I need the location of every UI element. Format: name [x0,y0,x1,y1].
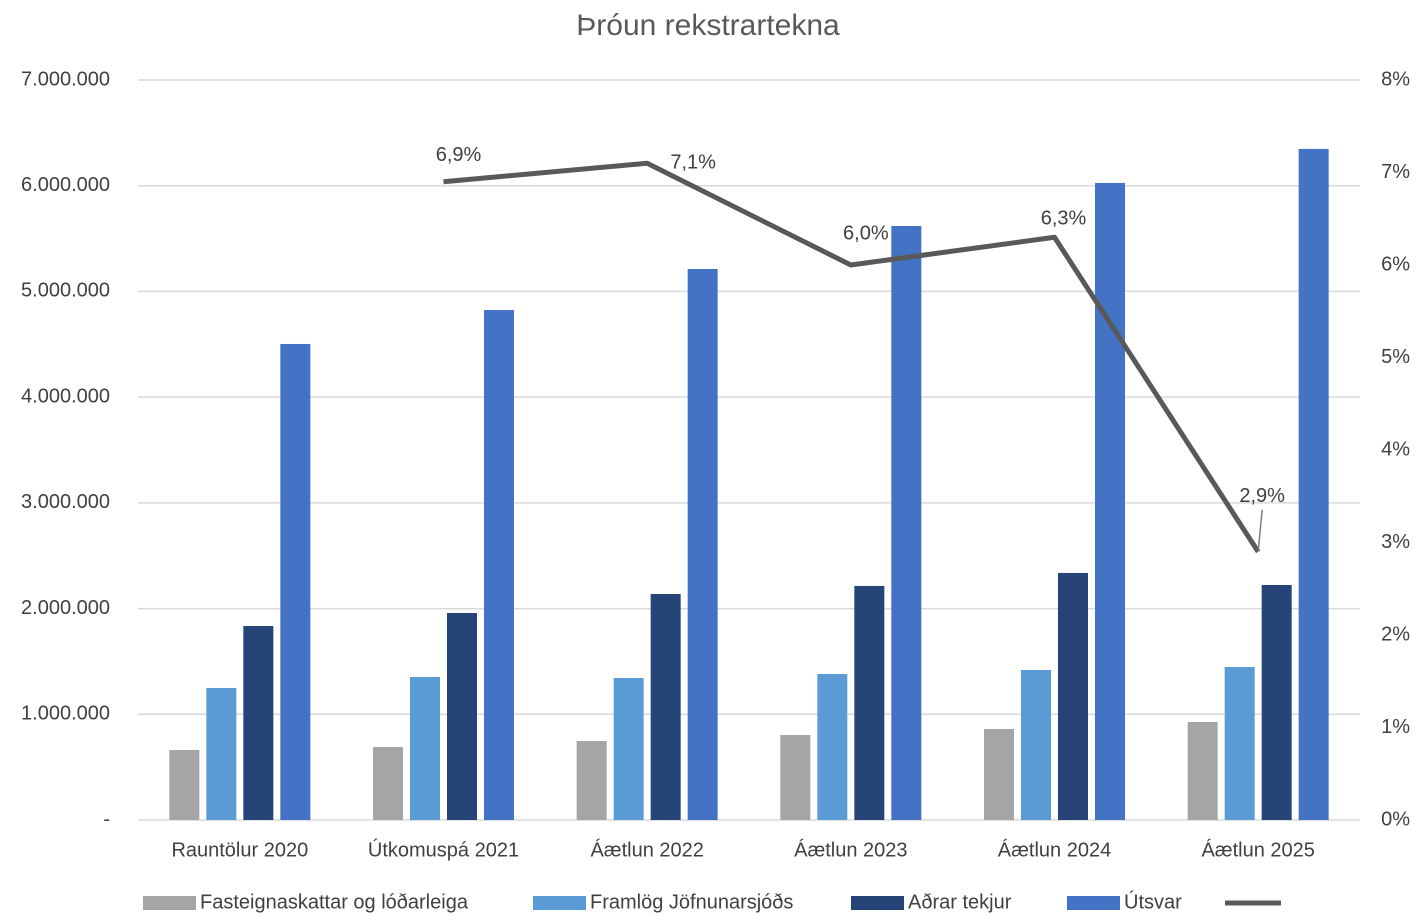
y-tick-label: 7.000.000 [21,68,110,90]
x-tick-label: Áætlun 2025 [1201,838,1314,861]
data-label: 2,9% [1239,485,1285,507]
x-tick-label: Áætlun 2023 [794,838,907,861]
bar [576,741,607,820]
y-tick-label: 3.000.000 [21,491,110,513]
bar [891,225,922,820]
bar [1187,722,1218,820]
bar [410,676,440,820]
bar [373,747,403,820]
bar [447,613,477,820]
bar [1298,148,1329,820]
bar [650,593,681,820]
bar [1224,667,1255,820]
line [443,160,1261,554]
bar [1095,182,1125,821]
bar [280,343,311,820]
y2-tick-label: 7% [1381,161,1410,183]
bar [817,674,848,820]
leader-line [1257,509,1263,552]
y2-tick-label: 4% [1381,438,1410,460]
bar [984,728,1014,820]
legend-label: Fasteignaskattar og lóðarleiga [200,891,469,913]
y-tick-label: 6.000.000 [21,174,110,196]
bar [169,750,200,820]
y-tick-label: - [103,808,110,830]
legend-swatch [533,896,586,910]
y2-tick-label: 1% [1381,716,1410,738]
data-label: 6,9% [436,144,482,166]
x-tick-label: Áætlun 2024 [998,838,1111,861]
bar [780,735,811,820]
data-label: 6,3% [1041,208,1087,230]
x-tick-label: Rauntölur 2020 [171,839,308,861]
y-tick-label: 2.000.000 [21,597,110,619]
legend-label: Útsvar [1124,890,1182,913]
legend-swatch [851,896,904,910]
y-tick-label: 4.000.000 [21,385,110,407]
data-label: 7,1% [670,152,716,174]
bar [613,678,644,820]
bar [687,269,718,820]
y2-tick-label: 2% [1381,623,1410,645]
y-tick-label: 5.000.000 [21,280,110,302]
legend-label: Aðrar tekjur [908,891,1012,913]
y2-tick-label: 3% [1381,531,1410,553]
bar [1021,669,1051,820]
legend-swatch [1067,896,1120,910]
bar [1058,572,1088,820]
bar [243,626,274,820]
x-tick-label: Útkomuspá 2021 [368,838,519,861]
data-label: 6,0% [843,222,889,244]
bar [854,585,885,820]
chart-title: Þróun rekstrartekna [576,9,840,42]
bar [1261,584,1292,820]
legend-label: Framlög Jöfnunarsjóðs [590,891,793,913]
y-tick-label: 1.000.000 [21,703,110,725]
legend-swatch [143,896,196,910]
y2-tick-label: 0% [1381,808,1410,830]
bar [206,687,237,820]
y2-tick-label: 8% [1381,68,1410,90]
x-tick-label: Áætlun 2022 [590,838,703,861]
y2-tick-label: 6% [1381,253,1410,275]
bar [484,310,514,820]
y2-tick-label: 5% [1381,346,1410,368]
